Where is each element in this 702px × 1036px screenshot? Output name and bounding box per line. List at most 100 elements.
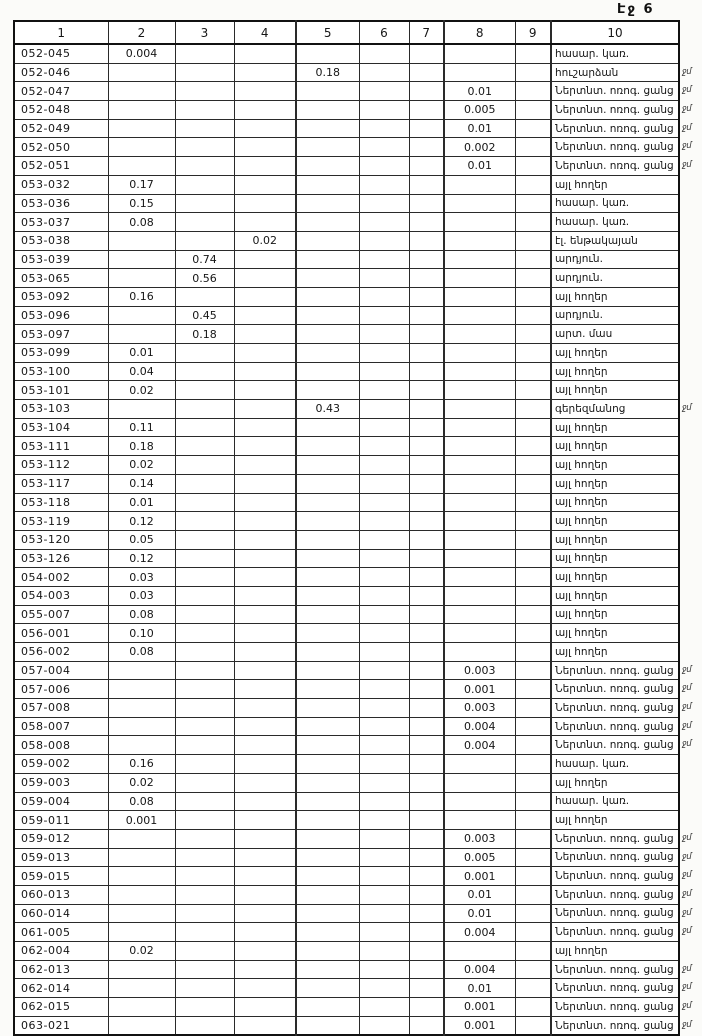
value-cell <box>295 866 360 886</box>
land-type-cell: Ներտնտ. ոռոգ. ցանց ջմ <box>550 978 692 999</box>
value-cell <box>233 735 297 756</box>
value-cell <box>107 922 176 942</box>
value-cell: 0.01 <box>443 156 516 176</box>
value-cell <box>295 436 360 457</box>
value-cell <box>358 100 410 120</box>
value-cell <box>514 156 552 176</box>
value-cell <box>233 754 297 774</box>
value-cell <box>358 791 410 812</box>
value-cell <box>443 754 516 774</box>
value-cell <box>174 847 235 868</box>
value-cell <box>174 604 235 625</box>
value-cell <box>295 903 360 924</box>
parcel-code-cell: 062-015 <box>13 997 109 1017</box>
value-cell <box>174 286 235 307</box>
value-cell: 0.45 <box>174 305 235 326</box>
value-cell <box>233 660 297 681</box>
value-cell <box>233 585 297 606</box>
value-cell <box>107 249 176 270</box>
value-cell: 0.001 <box>107 810 176 830</box>
value-cell <box>233 62 297 83</box>
parcel-code-cell: 053-099 <box>13 343 109 363</box>
table-row: 054-003 0.03 այլ հողեր <box>13 585 680 606</box>
value-cell <box>408 380 445 401</box>
value-cell <box>358 660 410 681</box>
parcel-code-cell: 053-100 <box>13 361 109 382</box>
value-cell <box>514 716 552 737</box>
parcel-code-cell: 062-013 <box>13 959 109 980</box>
land-type-cell: Ներտնտ. ոռոգ. ցանց ջմ <box>550 156 692 176</box>
value-cell <box>107 324 176 344</box>
value-cell <box>295 380 360 401</box>
table-row: 056-001 0.10 այլ հողեր <box>13 623 680 643</box>
value-cell <box>514 511 552 531</box>
value-cell <box>174 156 235 176</box>
value-cell: 0.01 <box>443 81 516 102</box>
value-cell <box>358 43 410 64</box>
value-cell <box>408 660 445 681</box>
value-cell <box>358 81 410 102</box>
value-cell <box>443 791 516 812</box>
value-cell <box>233 361 297 382</box>
value-cell <box>408 978 445 999</box>
value-cell <box>233 772 297 793</box>
value-cell: 0.03 <box>107 567 176 587</box>
value-cell <box>358 193 410 214</box>
value-cell <box>295 473 360 494</box>
value-cell <box>514 884 552 905</box>
land-type-cell: այլ հողեր <box>550 511 680 531</box>
value-cell <box>233 174 297 195</box>
parcel-code-cell: 052-049 <box>13 118 109 139</box>
value-cell <box>295 585 360 606</box>
value-cell <box>233 473 297 494</box>
value-cell <box>233 959 297 980</box>
parcel-code-cell: 062-014 <box>13 978 109 999</box>
value-cell <box>233 43 297 64</box>
value-cell <box>358 679 410 700</box>
value-cell <box>295 922 360 942</box>
value-cell <box>233 716 297 737</box>
value-cell <box>107 399 176 419</box>
value-cell <box>408 174 445 195</box>
land-type-cell: այլ հողեր <box>550 343 680 363</box>
land-type-cell: Ներտնտ. ոռոգ. ցանց ջմ <box>550 100 692 120</box>
handwritten-margin-note: ջմ <box>682 66 692 77</box>
value-cell <box>514 81 552 102</box>
table-row: 062-014 0.01 Ներտնտ. ոռոգ. ցանց ջմ <box>13 978 692 999</box>
value-cell: 0.004 <box>443 735 516 756</box>
table-header-row: 1 2 3 4 5 6 7 8 9 10 <box>13 20 680 45</box>
land-type-cell: այլ հողեր <box>550 548 680 569</box>
value-cell <box>514 343 552 363</box>
value-cell: 0.005 <box>443 847 516 868</box>
value-cell <box>358 62 410 83</box>
value-cell <box>408 118 445 139</box>
value-cell: 0.01 <box>443 118 516 139</box>
land-type-cell: արդյուն. <box>550 249 680 270</box>
value-cell: 0.01 <box>443 884 516 905</box>
value-cell: 0.56 <box>174 268 235 288</box>
parcel-code-cell: 061-005 <box>13 922 109 942</box>
value-cell <box>443 473 516 494</box>
value-cell <box>358 959 410 980</box>
table-row: 059-013 0.005 Ներտնտ. ոռոգ. ցանց ջմ <box>13 847 692 868</box>
value-cell <box>233 698 297 718</box>
value-cell <box>408 62 445 83</box>
value-cell <box>514 399 552 419</box>
table-row: 053-112 0.02 այլ հողեր <box>13 455 680 475</box>
value-cell <box>514 548 552 569</box>
value-cell <box>295 716 360 737</box>
table-row: 053-111 0.18 այլ հողեր <box>13 436 680 457</box>
value-cell <box>514 100 552 120</box>
value-cell <box>408 399 445 419</box>
value-cell: 0.001 <box>443 997 516 1017</box>
handwritten-margin-note: ջմ <box>682 141 692 152</box>
column-header-3: 3 <box>174 20 235 45</box>
value-cell <box>295 249 360 270</box>
value-cell <box>233 511 297 531</box>
parcel-code-cell: 052-050 <box>13 137 109 158</box>
value-cell <box>443 399 516 419</box>
value-cell <box>295 884 360 905</box>
value-cell: 0.18 <box>174 324 235 344</box>
value-cell <box>233 492 297 513</box>
value-cell <box>295 343 360 363</box>
